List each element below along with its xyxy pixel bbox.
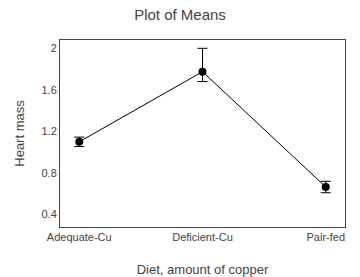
svg-text:Diet, amount of copper: Diet, amount of copper bbox=[137, 262, 269, 277]
svg-text:Deficient-Cu: Deficient-Cu bbox=[172, 231, 233, 243]
svg-text:Adequate-Cu: Adequate-Cu bbox=[47, 231, 112, 243]
svg-text:1.2: 1.2 bbox=[42, 125, 57, 137]
svg-text:1.6: 1.6 bbox=[42, 84, 57, 96]
svg-text:2: 2 bbox=[51, 42, 57, 54]
svg-text:0.8: 0.8 bbox=[42, 167, 57, 179]
svg-text:Plot of Means: Plot of Means bbox=[134, 6, 226, 23]
svg-text:Heart mass: Heart mass bbox=[12, 100, 27, 167]
svg-text:Pair-fed: Pair-fed bbox=[306, 231, 345, 243]
svg-text:0.4: 0.4 bbox=[42, 208, 57, 220]
